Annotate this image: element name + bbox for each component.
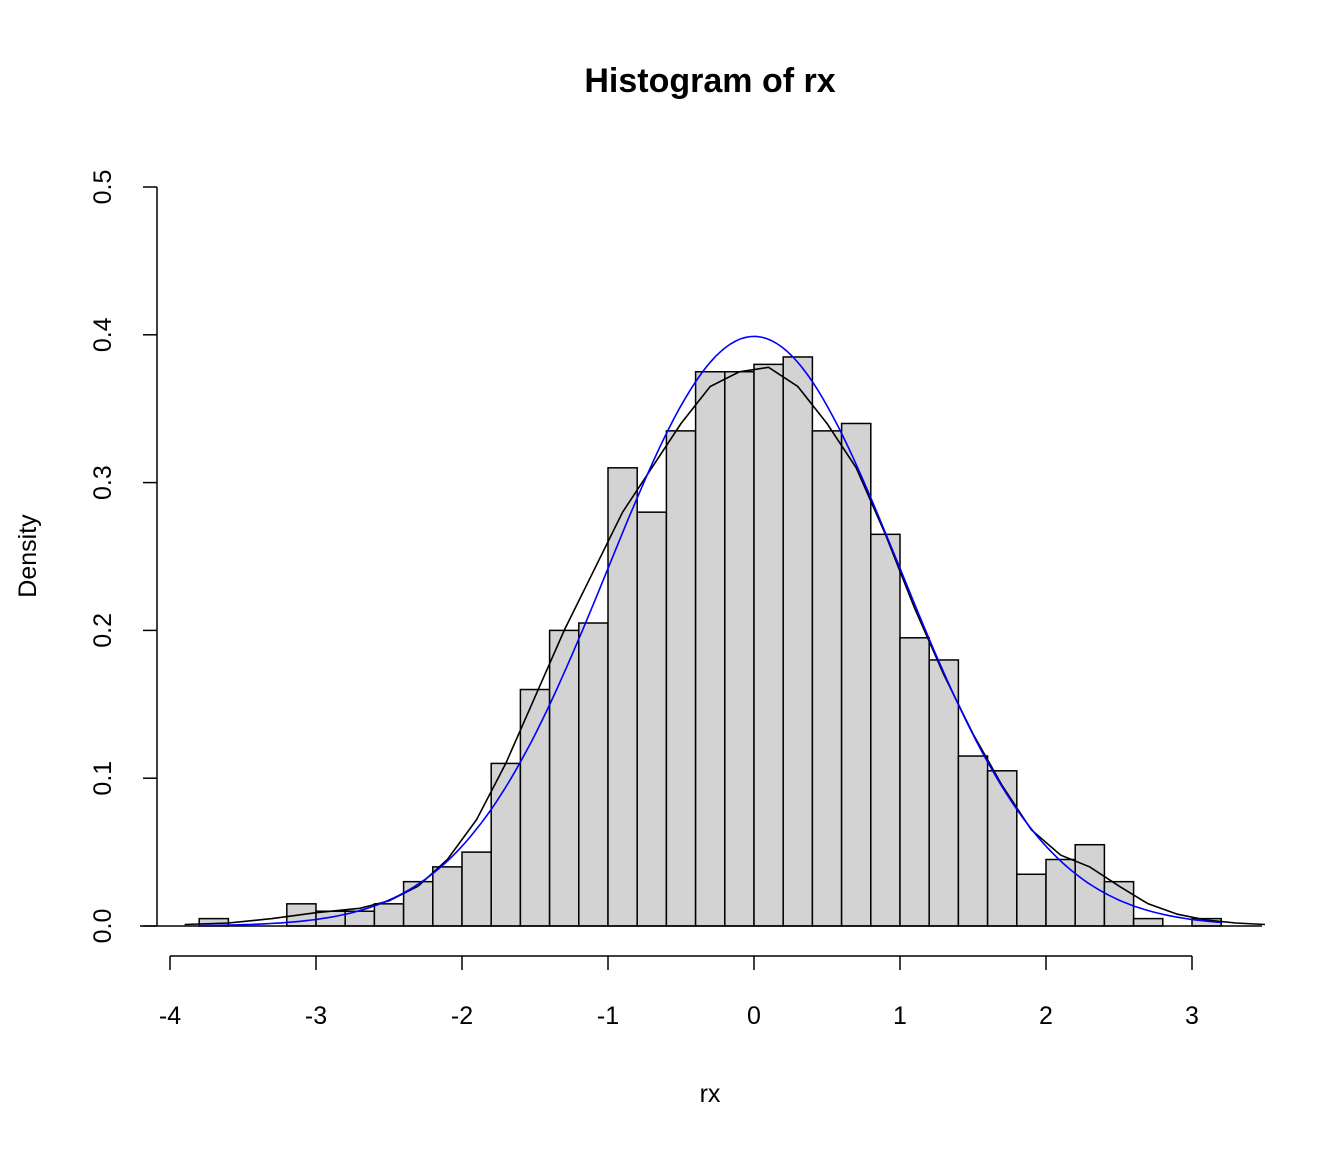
y-tick-label: 0.0 bbox=[89, 909, 117, 944]
y-axis-label: Density bbox=[14, 514, 42, 598]
histogram-bar-22 bbox=[840, 422, 872, 927]
histogram-bar-26 bbox=[957, 755, 989, 927]
y-tick-label: 0.3 bbox=[89, 465, 117, 500]
histogram-bar-8 bbox=[432, 866, 463, 927]
histogram-bar-6 bbox=[373, 903, 405, 927]
histogram-bar-25 bbox=[928, 659, 960, 927]
histogram-bar-23 bbox=[870, 533, 901, 927]
x-tick-label: -3 bbox=[305, 1002, 327, 1030]
y-tick-label: 0.5 bbox=[89, 170, 117, 205]
histogram-bar-29 bbox=[1045, 858, 1076, 927]
histogram-bar-32 bbox=[1132, 917, 1164, 927]
histogram-bar-17 bbox=[694, 371, 726, 927]
x-tick-label: -4 bbox=[159, 1002, 181, 1030]
histogram-bar-7 bbox=[402, 880, 434, 927]
x-tick-label: 2 bbox=[1039, 1002, 1053, 1030]
x-axis: -4 -3 -2 -1 0 1 2 3 bbox=[159, 955, 1199, 1030]
histogram-bar-19 bbox=[753, 363, 784, 927]
density-curve-1 bbox=[199, 335, 1222, 927]
x-tick-label: 0 bbox=[747, 1002, 761, 1030]
chart-title: Histogram of rx bbox=[584, 62, 835, 100]
histogram-bar-21 bbox=[811, 430, 843, 927]
x-tick-label: 1 bbox=[893, 1002, 907, 1030]
histogram-bar-14 bbox=[607, 467, 638, 927]
x-tick-label: 3 bbox=[1185, 1002, 1199, 1030]
histogram-bar-15 bbox=[636, 511, 668, 927]
y-tick-label: 0.1 bbox=[89, 761, 117, 796]
y-tick-label: 0.2 bbox=[89, 613, 117, 648]
histogram-bar-20 bbox=[782, 356, 814, 927]
histogram-bar-28 bbox=[1016, 873, 1047, 927]
x-axis-label: rx bbox=[700, 1080, 721, 1108]
histogram-bar-27 bbox=[986, 770, 1018, 927]
histogram-bar-30 bbox=[1074, 843, 1106, 927]
x-tick-label: -1 bbox=[597, 1002, 619, 1030]
x-tick-label: -2 bbox=[451, 1002, 473, 1030]
histogram-bars bbox=[140, 356, 1262, 927]
histogram-bar-13 bbox=[578, 622, 609, 927]
density-curve-0 bbox=[184, 366, 1266, 926]
density-curves bbox=[184, 335, 1266, 927]
histogram-bar-10 bbox=[490, 762, 522, 927]
histogram-bar-16 bbox=[665, 430, 697, 927]
histogram-bar-18 bbox=[724, 371, 755, 927]
histogram-bar-24 bbox=[899, 637, 930, 927]
histogram-bar-12 bbox=[548, 629, 580, 927]
histogram-bar-9 bbox=[461, 851, 492, 927]
y-tick-label: 0.4 bbox=[89, 317, 117, 352]
y-axis: 0.0 0.1 0.2 0.3 0.4 0.5 bbox=[89, 170, 158, 944]
histogram-bar-11 bbox=[519, 688, 551, 927]
